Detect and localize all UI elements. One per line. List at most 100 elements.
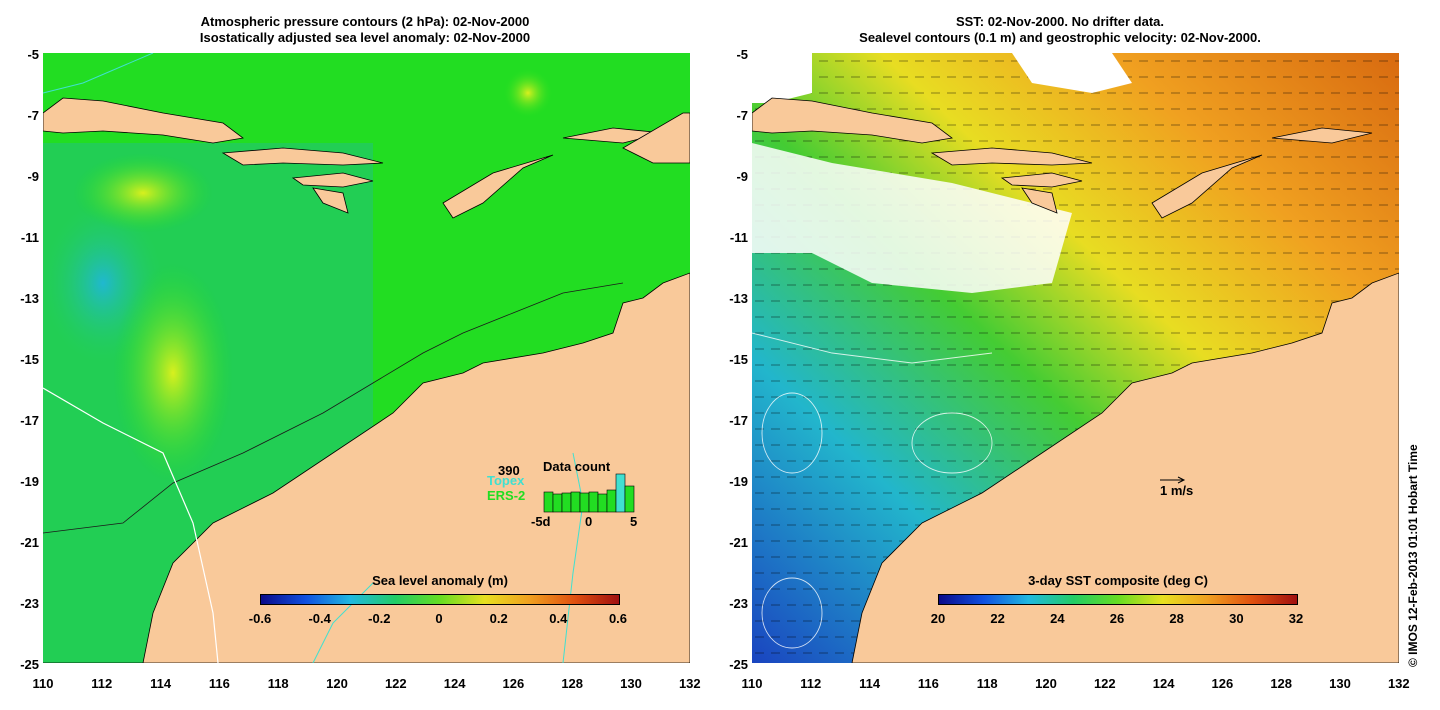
right-lat-tick: -21 bbox=[729, 535, 748, 550]
right-lat-tick: -9 bbox=[736, 169, 748, 184]
left-colorbar bbox=[260, 594, 620, 605]
right-lat-tick: -15 bbox=[729, 352, 748, 367]
left-lat-tick: -15 bbox=[20, 352, 39, 367]
left-lon-tick: 120 bbox=[326, 676, 348, 691]
right-lon-tick: 120 bbox=[1035, 676, 1057, 691]
histogram-bar bbox=[588, 491, 599, 513]
data-count-histogram bbox=[543, 473, 635, 513]
sst-cloud-1 bbox=[752, 53, 812, 103]
left-lon-tick: 128 bbox=[561, 676, 584, 691]
sst-islands bbox=[752, 97, 1373, 219]
left-lon-tick: 118 bbox=[267, 676, 289, 691]
sst-australia-land bbox=[851, 272, 1399, 663]
left-colorbar-tick: 0.2 bbox=[489, 611, 508, 626]
left-lat-tick: -19 bbox=[20, 474, 39, 489]
left-lon-tick: 110 bbox=[32, 676, 54, 691]
left-lat-tick: -23 bbox=[20, 596, 39, 611]
left-lat-tick: -25 bbox=[20, 657, 39, 672]
pressure-contour-white bbox=[43, 387, 219, 663]
right-lat-tick: -19 bbox=[729, 474, 748, 489]
sla-shelf-contour bbox=[43, 282, 624, 534]
data-count-max: 390 bbox=[498, 463, 520, 478]
sla-high-anomaly-north bbox=[73, 153, 213, 233]
sst-cloud-2 bbox=[752, 143, 1072, 293]
left-lat-tick: -9 bbox=[27, 169, 39, 184]
right-colorbar-tick: 30 bbox=[1229, 611, 1244, 626]
histogram-bar bbox=[597, 493, 608, 513]
right-colorbar-tick: 32 bbox=[1288, 611, 1304, 626]
right-lon-tick: 110 bbox=[741, 676, 763, 691]
velocity-scale-label: 1 m/s bbox=[1160, 483, 1194, 498]
left-colorbar-tick: -0.6 bbox=[248, 611, 272, 626]
right-lat-tick: -23 bbox=[729, 596, 748, 611]
right-lon-tick: 130 bbox=[1329, 676, 1351, 691]
left-colorbar-title: Sea level anomaly (m) bbox=[372, 573, 508, 588]
left-lon-tick: 114 bbox=[150, 676, 172, 691]
sealevel-contours bbox=[752, 332, 993, 649]
left-lat-tick: -11 bbox=[20, 230, 39, 245]
right-lon-tick: 128 bbox=[1270, 676, 1293, 691]
right-lon-tick: 126 bbox=[1211, 676, 1234, 691]
left-lon-tick: 112 bbox=[91, 676, 113, 691]
sla-map-svg bbox=[43, 53, 690, 663]
left-title-line2: Isostatically adjusted sea level anomaly… bbox=[199, 30, 531, 45]
right-lon-tick: 112 bbox=[800, 676, 822, 691]
legend-ers2: ERS-2 bbox=[487, 488, 526, 503]
right-lat-tick: -11 bbox=[729, 230, 748, 245]
right-lat-tick: -5 bbox=[736, 47, 748, 62]
left-lon-tick: 122 bbox=[384, 676, 407, 691]
right-colorbar-tick: 22 bbox=[990, 611, 1005, 626]
left-colorbar-tick: -0.4 bbox=[308, 611, 331, 626]
data-count-axis-label-end: 5 bbox=[630, 514, 638, 529]
histogram-bar bbox=[624, 485, 635, 513]
legend-topex: Topex bbox=[487, 473, 525, 488]
sla-islands bbox=[43, 97, 690, 219]
right-lon-tick: 124 bbox=[1152, 676, 1175, 691]
left-lon-tick: 130 bbox=[620, 676, 642, 691]
left-title-line1: Atmospheric pressure contours (2 hPa): 0… bbox=[200, 14, 530, 29]
right-lon-tick: 118 bbox=[976, 676, 998, 691]
sla-high-anomaly-ne bbox=[503, 68, 553, 118]
left-colorbar-tick: 0.4 bbox=[549, 611, 568, 626]
sst-map-svg bbox=[752, 53, 1399, 663]
sla-australia-land bbox=[43, 272, 690, 663]
left-lat-tick: -21 bbox=[20, 535, 39, 550]
right-colorbar-title: 3-day SST composite (deg C) bbox=[1028, 573, 1208, 588]
right-colorbar bbox=[938, 594, 1298, 605]
sea-level-anomaly-map bbox=[43, 53, 690, 663]
right-lon-tick: 122 bbox=[1093, 676, 1116, 691]
histogram-bar bbox=[543, 491, 554, 513]
sla-high-anomaly bbox=[113, 263, 233, 483]
left-lon-tick: 132 bbox=[678, 676, 701, 691]
right-lat-tick: -13 bbox=[729, 291, 748, 306]
right-colorbar-tick: 20 bbox=[930, 611, 946, 626]
left-lat-tick: -5 bbox=[27, 47, 39, 62]
right-lat-tick: -17 bbox=[729, 413, 748, 428]
right-lon-tick: 114 bbox=[859, 676, 881, 691]
right-lon-tick: 116 bbox=[917, 676, 939, 691]
right-title-line2: Sealevel contours (0.1 m) and geostrophi… bbox=[859, 30, 1261, 45]
histogram-bar bbox=[561, 492, 572, 513]
right-colorbar-tick: 28 bbox=[1169, 611, 1184, 626]
pressure-contour-cyan-2 bbox=[562, 452, 584, 663]
left-lat-tick: -17 bbox=[20, 413, 39, 428]
left-lat-tick: -13 bbox=[20, 291, 39, 306]
sst-map bbox=[752, 53, 1399, 663]
histogram-bar bbox=[552, 493, 563, 513]
right-lat-tick: -25 bbox=[729, 657, 748, 672]
copyright: © IMOS 12-Feb-2013 01:01 Hobart Time bbox=[1406, 444, 1420, 667]
left-lon-tick: 124 bbox=[443, 676, 466, 691]
data-count-axis-label-mid: 0 bbox=[585, 514, 593, 529]
data-count-title: Data count bbox=[543, 459, 611, 474]
left-colorbar-tick: 0 bbox=[435, 611, 443, 626]
right-colorbar-tick: 26 bbox=[1109, 611, 1125, 626]
right-colorbar-tick: 24 bbox=[1050, 611, 1065, 626]
histogram-bar bbox=[606, 489, 617, 513]
scale-arrow bbox=[1160, 476, 1186, 484]
histogram-bar bbox=[579, 492, 590, 513]
left-colorbar-tick: 0.6 bbox=[608, 611, 628, 626]
left-colorbar-tick: -0.2 bbox=[368, 611, 391, 626]
pressure-contour-cyan-3 bbox=[43, 53, 154, 94]
right-title-line1: SST: 02-Nov-2000. No drifter data. bbox=[955, 14, 1165, 29]
right-lon-tick: 132 bbox=[1387, 676, 1410, 691]
